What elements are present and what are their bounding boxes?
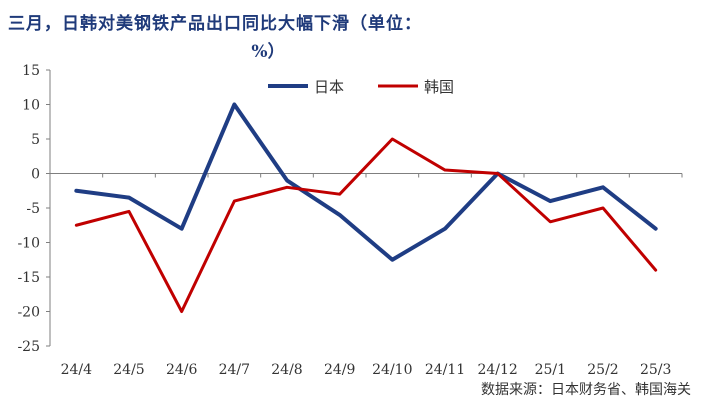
x-tick-label: 24/7 <box>219 362 250 378</box>
y-tick-label: -15 <box>17 270 40 286</box>
y-tick-label: -25 <box>17 339 40 355</box>
series-line-japan <box>74 102 658 262</box>
x-tick-label: 25/2 <box>587 362 618 378</box>
y-tick-label: 15 <box>22 63 40 79</box>
y-tick-label: 0 <box>31 167 40 183</box>
y-tick-label: -5 <box>26 201 40 217</box>
y-tick-label: -20 <box>17 305 40 321</box>
legend-label: 日本 <box>314 78 344 96</box>
source-note: 数据来源：日本财务省、韩国海关 <box>481 382 691 398</box>
series-line-korea <box>74 137 658 313</box>
x-tick-label: 25/1 <box>535 362 566 378</box>
x-tick-label: 24/5 <box>113 362 144 378</box>
chart-title: 三月，日韩对美钢铁产品出口同比大幅下滑（单位： %） <box>8 10 608 66</box>
chart-title-line1: 三月，日韩对美钢铁产品出口同比大幅下滑（单位： <box>8 14 422 34</box>
legend-label: 韩国 <box>424 78 454 96</box>
y-tick-label: -10 <box>17 236 40 252</box>
x-tick-label: 24/12 <box>477 362 517 378</box>
y-tick-label: 5 <box>31 132 40 148</box>
x-tick-label: 24/9 <box>324 362 355 378</box>
x-tick-label: 24/11 <box>425 362 465 378</box>
x-tick-label: 24/6 <box>166 362 198 378</box>
x-tick-label: 24/4 <box>61 362 93 378</box>
x-tick-label: 25/3 <box>640 362 671 378</box>
x-tick-label: 24/10 <box>372 362 412 378</box>
x-tick-label: 24/8 <box>271 362 302 378</box>
chart-title-line2: %） <box>251 42 285 62</box>
y-tick-label: 10 <box>22 98 40 114</box>
